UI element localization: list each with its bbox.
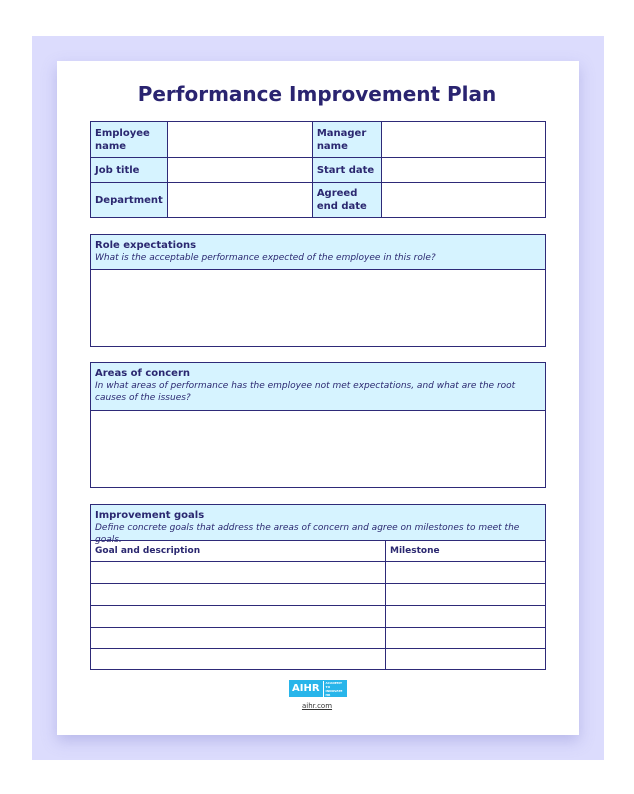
role-expectations-title: Role expectations xyxy=(95,240,197,251)
areas-of-concern-title: Areas of concern xyxy=(95,368,191,379)
goals-table: Goal and description Milestone xyxy=(90,540,546,670)
job-title-label: Job title xyxy=(90,157,168,183)
goal-cell[interactable] xyxy=(90,561,386,584)
department-label: Department xyxy=(90,182,168,218)
manager-name-label: Manager name xyxy=(311,121,382,158)
department-field[interactable] xyxy=(166,182,313,218)
milestone-cell[interactable] xyxy=(385,583,546,606)
goal-column-header: Goal and description xyxy=(90,540,386,562)
start-date-label: Start date xyxy=(311,157,382,183)
goal-cell[interactable] xyxy=(90,583,386,606)
manager-name-field[interactable] xyxy=(380,121,547,158)
job-title-field[interactable] xyxy=(166,157,313,183)
milestone-column-header: Milestone xyxy=(385,540,546,562)
goal-cell[interactable] xyxy=(90,605,386,628)
info-table: Employee name Manager name Job title Start… xyxy=(90,121,547,218)
employee-name-field[interactable] xyxy=(166,121,313,158)
milestone-cell[interactable] xyxy=(385,561,546,584)
improvement-goals-section: Improvement goals Define concrete goals t… xyxy=(90,504,546,545)
role-expectations-prompt: What is the acceptable performance expec… xyxy=(95,253,436,263)
table-row xyxy=(90,605,546,628)
milestone-cell[interactable] xyxy=(385,648,546,670)
table-row xyxy=(90,648,546,670)
areas-of-concern-field[interactable] xyxy=(91,411,545,487)
goal-cell[interactable] xyxy=(90,627,386,649)
role-expectations-field[interactable] xyxy=(91,270,545,346)
table-row xyxy=(90,561,546,584)
page-title: Performance Improvement Plan xyxy=(137,82,497,106)
table-row xyxy=(90,583,546,606)
milestone-cell[interactable] xyxy=(385,627,546,649)
employee-name-label: Employee name xyxy=(90,121,168,158)
site-link[interactable]: aihr.com xyxy=(301,702,333,710)
role-expectations-section: Role expectations What is the acceptable … xyxy=(90,234,546,347)
agreed-end-date-field[interactable] xyxy=(380,182,547,218)
areas-of-concern-prompt: In what areas of performance has the emp… xyxy=(95,381,516,403)
agreed-end-date-label: Agreed end date xyxy=(311,182,382,218)
start-date-field[interactable] xyxy=(380,157,547,183)
milestone-cell[interactable] xyxy=(385,605,546,628)
logo-tagline: ACADEMY TO INNOVATE HR xyxy=(322,680,347,697)
areas-of-concern-section: Areas of concern In what areas of perform… xyxy=(90,362,546,488)
goal-cell[interactable] xyxy=(90,648,386,670)
table-row xyxy=(90,627,546,649)
improvement-goals-title: Improvement goals xyxy=(95,510,205,521)
logo-text: AIHR xyxy=(292,683,320,694)
aihr-logo: AIHR ACADEMY TO INNOVATE HR xyxy=(289,680,347,697)
